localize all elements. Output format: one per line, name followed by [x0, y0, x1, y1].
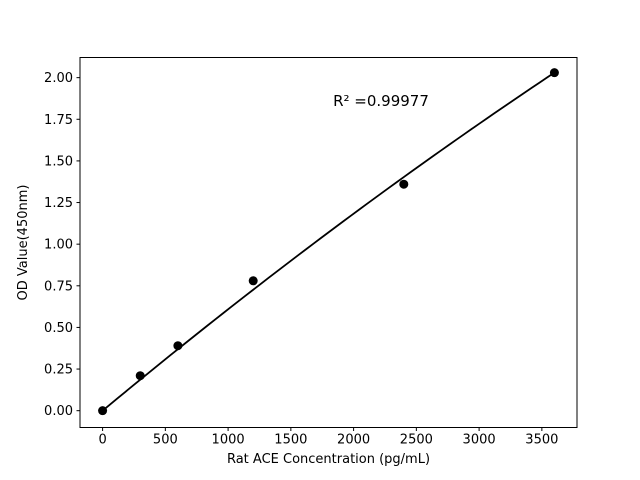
y-axis-label: OD Value(450nm) [16, 185, 31, 301]
x-tick-label: 3000 [463, 433, 496, 448]
x-tick-label: 0 [98, 433, 106, 448]
y-tick-label: 0.50 [44, 321, 73, 336]
x-tick-label: 2000 [337, 433, 370, 448]
y-tick-label: 1.00 [44, 238, 73, 253]
x-tick-label: 2500 [400, 433, 433, 448]
data-point [98, 406, 108, 416]
r-squared-annotation: R² =0.99977 [333, 92, 429, 110]
x-tick-label: 3500 [525, 433, 558, 448]
trend-line [101, 71, 556, 412]
x-tick-label: 1000 [212, 433, 245, 448]
x-axis-label: Rat ACE Concentration (pg/mL) [227, 452, 430, 467]
y-tick-label: 1.75 [44, 113, 73, 128]
data-point [549, 68, 559, 78]
y-tick-label: 1.50 [44, 154, 73, 169]
y-tick-label: 0.75 [44, 279, 73, 294]
x-tick-label: 1500 [274, 433, 307, 448]
data-point [173, 341, 183, 351]
data-point [399, 179, 409, 189]
data-point [135, 371, 145, 381]
x-tick-label: 500 [153, 433, 178, 448]
y-tick-label: 0.00 [44, 404, 73, 419]
plot-area-border [79, 57, 578, 428]
y-tick-label: 2.00 [44, 71, 73, 86]
data-point [248, 276, 258, 286]
y-tick-label: 0.25 [44, 363, 73, 378]
chart-generated-layer: 0 500 1000 1500 2000 2500 3000 3500 0.00 0.25 0.50… [44, 68, 559, 448]
y-tick-label: 1.25 [44, 196, 73, 211]
